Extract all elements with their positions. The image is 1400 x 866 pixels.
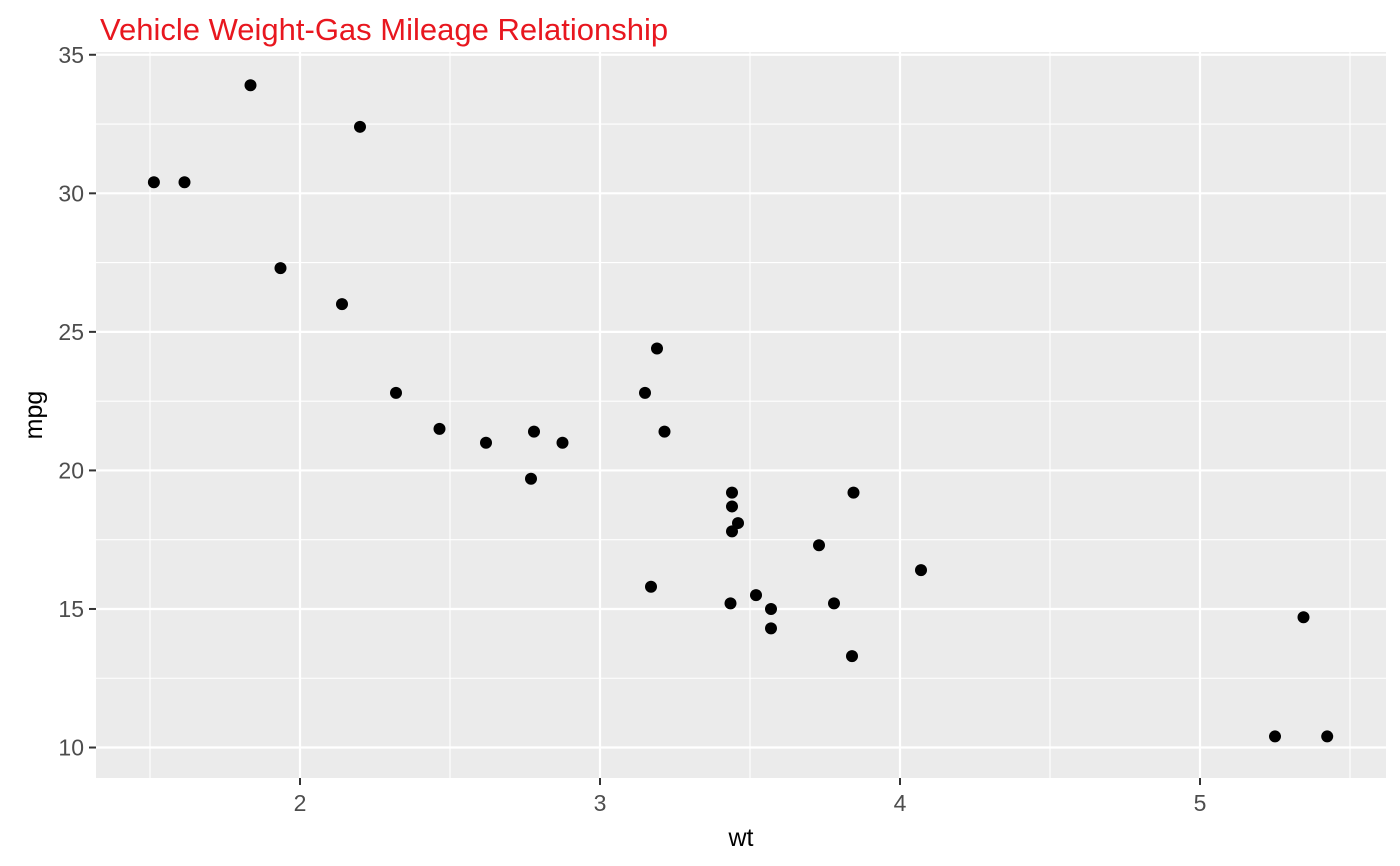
y-tick-label: 15 xyxy=(58,596,84,622)
data-point xyxy=(765,602,777,615)
data-point xyxy=(846,650,858,663)
x-tick-label: 3 xyxy=(594,790,607,816)
data-point xyxy=(847,486,860,499)
data-point xyxy=(274,262,287,275)
tick-labels: 2 3 4 5 10 15 20 25 30 35 xyxy=(58,42,1206,816)
data-point xyxy=(178,176,191,189)
chart-title: Vehicle Weight-Gas Mileage Relationship xyxy=(100,12,668,47)
axis-ticks xyxy=(89,53,1201,785)
data-point xyxy=(726,486,738,499)
data-point xyxy=(433,422,446,435)
data-point xyxy=(658,425,671,438)
x-tick-label: 2 xyxy=(294,790,307,816)
data-point xyxy=(639,386,651,399)
minor-gridlines xyxy=(96,52,1386,778)
data-point xyxy=(354,120,366,133)
data-point xyxy=(480,436,492,449)
x-tick-label: 5 xyxy=(1194,790,1207,816)
data-point xyxy=(813,539,825,552)
y-tick-label: 35 xyxy=(58,42,84,68)
x-tick-label: 4 xyxy=(894,790,907,816)
data-point xyxy=(528,425,540,438)
data-point xyxy=(651,342,663,355)
data-point xyxy=(390,386,402,399)
data-point xyxy=(765,622,777,635)
data-point xyxy=(828,597,840,610)
y-tick-label: 25 xyxy=(58,319,84,345)
data-point xyxy=(1321,730,1334,743)
data-point xyxy=(726,525,738,538)
y-axis-title: mpg xyxy=(20,391,48,440)
data-point xyxy=(525,472,537,485)
data-point xyxy=(726,500,738,513)
data-point xyxy=(556,436,569,449)
data-point xyxy=(732,517,744,530)
data-point xyxy=(1269,730,1281,743)
major-gridlines xyxy=(96,52,1386,778)
y-tick-label: 30 xyxy=(58,180,84,206)
y-tick-label: 10 xyxy=(58,735,84,761)
data-points xyxy=(147,79,1334,743)
y-tick-label: 20 xyxy=(58,457,84,483)
data-point xyxy=(1297,611,1310,624)
data-point xyxy=(645,580,657,593)
x-axis-title: wt xyxy=(728,824,754,852)
data-point xyxy=(336,298,348,311)
plot-panel xyxy=(96,52,1386,778)
data-point xyxy=(244,79,257,92)
data-point xyxy=(915,564,927,577)
data-point xyxy=(724,597,737,610)
data-point xyxy=(750,589,762,602)
data-point xyxy=(147,176,160,189)
